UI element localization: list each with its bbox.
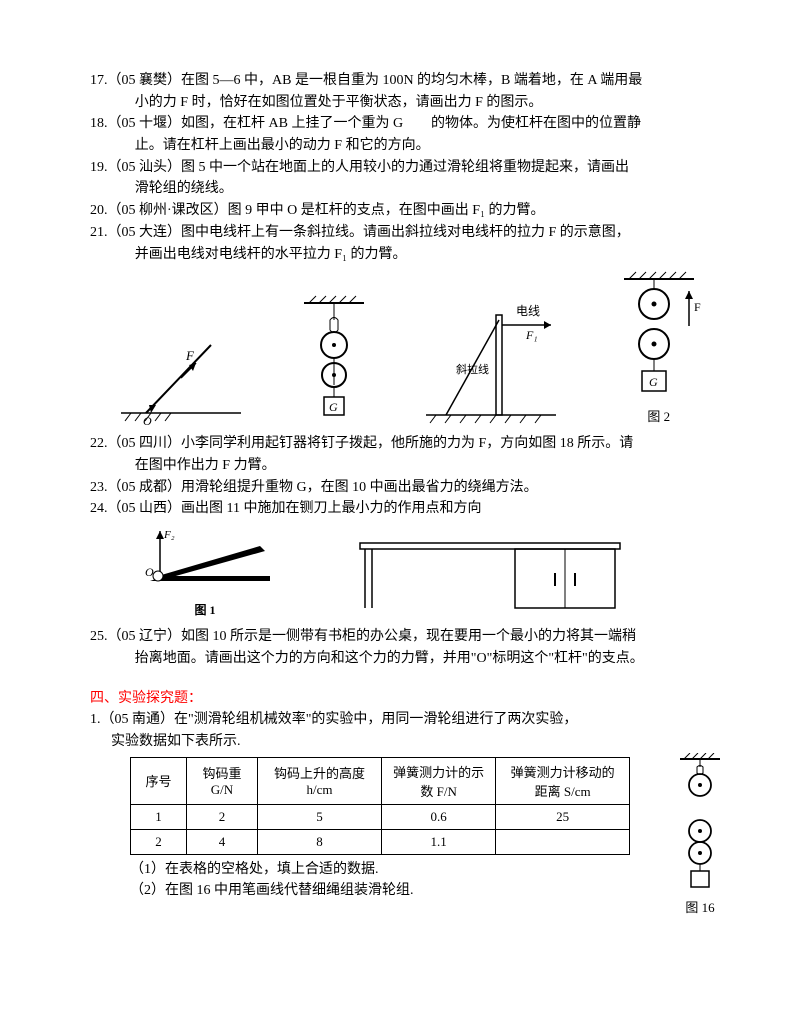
cutter-diagram-icon: F₂ O (130, 526, 280, 596)
q25-num: 25. (90, 629, 108, 644)
figure-row-1: F O G (90, 271, 730, 425)
double-pulley-icon: G F (609, 271, 709, 401)
q17-num: 17. (90, 73, 108, 88)
q19-line1: 图 5 中一个站在地面上的人用较小的力通过滑轮组将重物提起来，请画出 (181, 160, 629, 175)
section-4-title: 四、实验探究题： (90, 687, 730, 707)
question-22: 22.（05 四川）小李同学利用起钉器将钉子拨起，他所施的力为 F，方向如图 1… (90, 433, 730, 476)
question-17: 17.（05 襄樊）在图 5—6 中，AB 是一根自重为 100N 的均匀木棒，… (90, 70, 730, 113)
svg-text:O: O (145, 565, 154, 579)
q20-line1: 图 9 甲中 O 是杠杆的支点，在图中画出 F₁ 的力臂。 (228, 203, 545, 218)
svg-text:G: G (649, 375, 658, 389)
q24-num: 24. (90, 501, 108, 516)
question-19: 19.（05 汕头）图 5 中一个站在地面上的人用较小的力通过滑轮组将重物提起来… (90, 157, 730, 200)
q18-line2: 止。请在杠杆上画出最小的动力 F 和它的方向。 (90, 135, 730, 157)
question-20: 20.（05 柳州·课改区）图 9 甲中 O 是杠杆的支点，在图中画出 F₁ 的… (90, 200, 730, 222)
question-21: 21.（05 大连）图中电线杆上有一条斜拉线。请画出斜拉线对电线杆的拉力 F 的… (90, 222, 730, 265)
table-and-figure: 序号 钩码重 G/N 钩码上升的高度 h/cm 弹簧测力计的示数 F/N 弹簧测… (90, 753, 730, 916)
table-wrap: 序号 钩码重 G/N 钩码上升的高度 h/cm 弹簧测力计的示数 F/N 弹簧测… (90, 753, 630, 902)
page: 17.（05 襄樊）在图 5—6 中，AB 是一根自重为 100N 的均匀木棒，… (0, 0, 800, 1029)
q19-src: （05 汕头） (108, 160, 182, 175)
q24-line1: 画出图 11 中施加在铡刀上最小力的作用点和方向 (181, 501, 481, 516)
table-header-row: 序号 钩码重 G/N 钩码上升的高度 h/cm 弹簧测力计的示数 F/N 弹簧测… (131, 757, 630, 804)
th-4: 弹簧测力计移动的距离 S/cm (496, 757, 630, 804)
figure-11-label: 图 1 (130, 601, 280, 618)
q22-src: （05 四川） (108, 436, 182, 451)
experiment-table: 序号 钩码重 G/N 钩码上升的高度 h/cm 弹簧测力计的示数 F/N 弹簧测… (130, 757, 630, 855)
table-row: 2 4 8 1.1 (131, 829, 630, 854)
td: 4 (187, 829, 258, 854)
td: 2 (187, 804, 258, 829)
s4-q1-num: 1. (90, 712, 101, 727)
q19-line2: 滑轮组的绕线。 (90, 178, 730, 200)
td: 2 (131, 829, 187, 854)
figure-11: F₂ O 图 1 (130, 526, 280, 618)
q18-src: （05 十堰） (108, 116, 182, 131)
question-25: 25.（05 辽宁）如图 10 所示是一侧带有书柜的办公桌，现在要用一个最小的力… (90, 626, 730, 669)
q21-line1: 图中电线杆上有一条斜拉线。请画出斜拉线对电线杆的拉力 F 的示意图， (181, 225, 630, 240)
figure-16-label: 图 16 (670, 897, 730, 916)
single-pulley-icon: G (294, 295, 374, 425)
q17-src: （05 襄樊） (108, 73, 182, 88)
q23-num: 23. (90, 480, 108, 495)
pulley-system-icon (670, 753, 730, 893)
svg-text:斜拉线: 斜拉线 (456, 362, 489, 376)
q21-num: 21. (90, 225, 108, 240)
s4-sub1: （1）在表格的空格处，填上合适的数据. (130, 859, 630, 881)
s4-sub2: （2）在图 16 中用笔画线代替细绳组装滑轮组. (130, 880, 630, 902)
svg-text:F₁: F₁ (525, 328, 538, 342)
th-2: 钩码上升的高度 h/cm (257, 757, 381, 804)
td: 8 (257, 829, 381, 854)
q17-line1: 在图 5—6 中，AB 是一根自重为 100N 的均匀木棒，B 端着地，在 A … (181, 73, 642, 88)
td: 1.1 (382, 829, 496, 854)
th-0: 序号 (131, 757, 187, 804)
q25-line1: 如图 10 所示是一侧带有书柜的办公桌，现在要用一个最小的力将其一端稍 (181, 629, 636, 644)
desk-diagram-icon (350, 528, 630, 618)
question-18: 18.（05 十堰）如图，在杠杆 AB 上挂了一个重为 G 的物体。为使杠杆在图… (90, 113, 730, 156)
td: 1 (131, 804, 187, 829)
q18-num: 18. (90, 116, 108, 131)
q20-src: （05 柳州·课改区） (108, 203, 228, 218)
figure-16: 图 16 (670, 753, 730, 916)
s4-q1: 1.（05 南通）在"测滑轮组机械效率"的实验中，用同一滑轮组进行了两次实验， … (90, 709, 730, 752)
q22-line1: 小李同学利用起钉器将钉子拨起，他所施的力为 F，方向如图 18 所示。请 (181, 436, 633, 451)
svg-text:O: O (143, 414, 152, 425)
s4-q1-line2: 实验数据如下表所示. (90, 731, 730, 753)
figure-2: G F 图 2 (609, 271, 709, 425)
q25-line2: 抬离地面。请画出这个力的方向和这个力的力臂，并用"O"标明这个"杠杆"的支点。 (90, 648, 730, 670)
svg-text:F: F (185, 348, 195, 363)
lever-diagram-icon: F O (111, 325, 251, 425)
svg-text:G: G (329, 400, 338, 414)
q21-line2: 并画出电线对电线杆的水平拉力 F₁ 的力臂。 (90, 244, 730, 266)
q24-src: （05 山西） (108, 501, 182, 516)
s4-q1-src: （05 南通） (101, 712, 175, 727)
figure-row-2: F₂ O 图 1 (90, 526, 730, 618)
th-1: 钩码重 G/N (187, 757, 258, 804)
q21-src: （05 大连） (108, 225, 182, 240)
td: 25 (496, 804, 630, 829)
svg-text:F: F (694, 300, 701, 314)
svg-text:电线: 电线 (516, 304, 540, 318)
q22-line2: 在图中作出力 F 力臂。 (90, 455, 730, 477)
q18-line1: 如图，在杠杆 AB 上挂了一个重为 G 的物体。为使杠杆在图中的位置静 (181, 116, 641, 131)
q22-num: 22. (90, 436, 108, 451)
s4-q1-line1: 在"测滑轮组机械效率"的实验中，用同一滑轮组进行了两次实验， (174, 712, 577, 727)
q23-src: （05 成都） (108, 480, 182, 495)
svg-text:F₂: F₂ (163, 529, 175, 541)
q17-line2: 小的力 F 时，恰好在如图位置处于平衡状态，请画出力 F 的图示。 (90, 92, 730, 114)
question-23: 23.（05 成都）用滑轮组提升重物 G，在图 10 中画出最省力的绕绳方法。 (90, 477, 730, 499)
td: 0.6 (382, 804, 496, 829)
td (496, 829, 630, 854)
q19-num: 19. (90, 160, 108, 175)
pole-wire-diagram-icon: 斜拉线 电线 F₁ (416, 295, 566, 425)
q25-src: （05 辽宁） (108, 629, 182, 644)
td: 5 (257, 804, 381, 829)
question-24: 24.（05 山西）画出图 11 中施加在铡刀上最小力的作用点和方向 (90, 498, 730, 520)
q23-line1: 用滑轮组提升重物 G，在图 10 中画出最省力的绕绳方法。 (181, 480, 538, 495)
table-row: 1 2 5 0.6 25 (131, 804, 630, 829)
q20-num: 20. (90, 203, 108, 218)
th-3: 弹簧测力计的示数 F/N (382, 757, 496, 804)
figure-2-label: 图 2 (609, 406, 709, 425)
